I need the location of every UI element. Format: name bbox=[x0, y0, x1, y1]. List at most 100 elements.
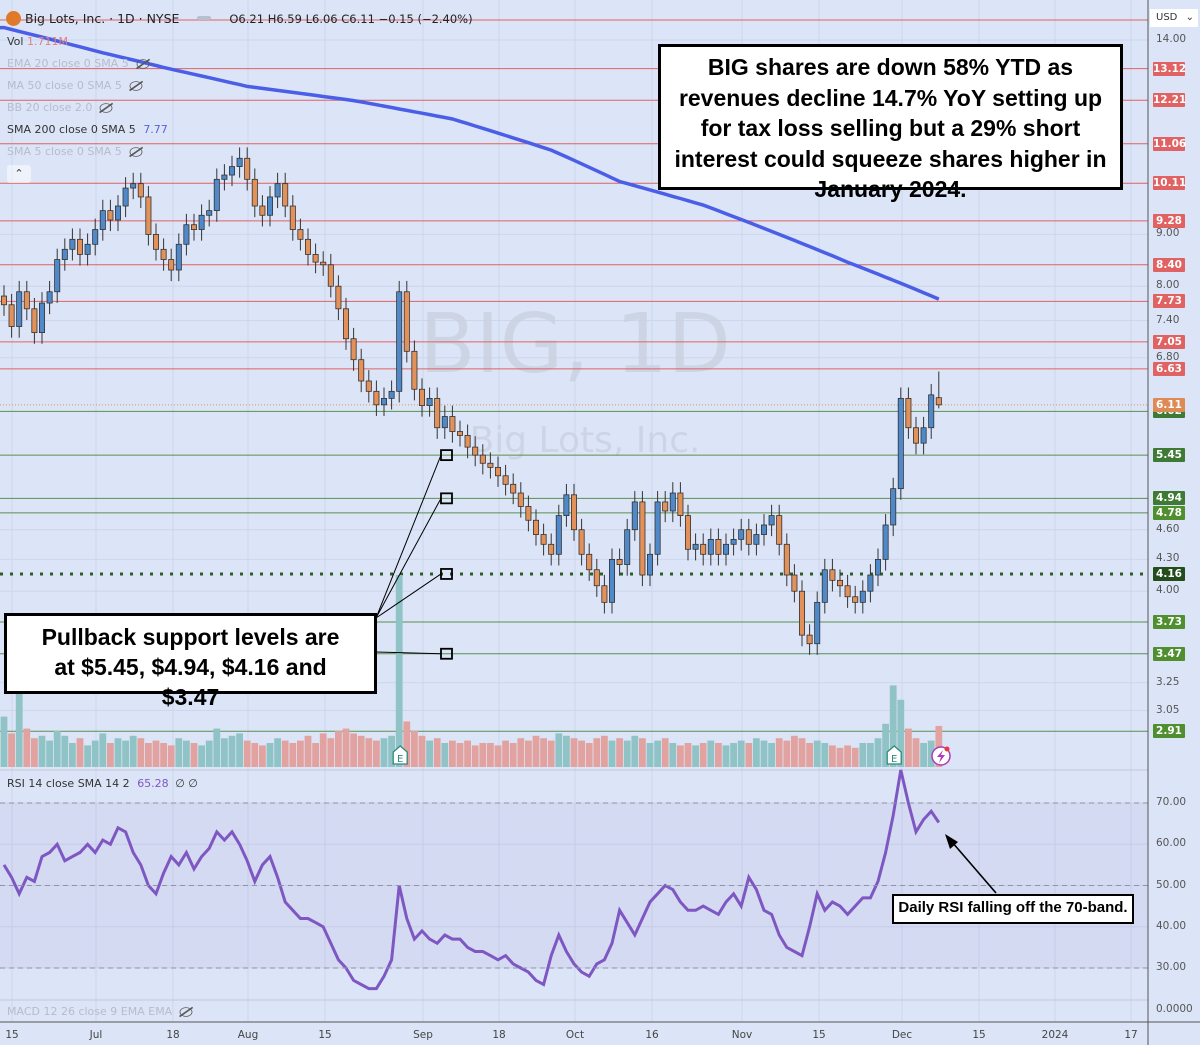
support-price-tag: 4.94 bbox=[1153, 491, 1185, 506]
candle-body bbox=[236, 157, 243, 167]
volume-bar bbox=[532, 735, 540, 767]
legend-sma5[interactable]: SMA 5 close 0 SMA 5 bbox=[7, 145, 144, 158]
time-tick-label: Aug bbox=[237, 1029, 259, 1041]
rsi-tick-label: 60.00 bbox=[1156, 837, 1187, 850]
lightning-icon[interactable] bbox=[931, 746, 951, 766]
candle-body bbox=[274, 183, 281, 198]
support-price-tag: 3.47 bbox=[1153, 646, 1185, 661]
candle-body bbox=[920, 427, 927, 444]
legend-macd[interactable]: MACD 12 26 close 9 EMA EMA bbox=[7, 1005, 194, 1018]
time-tick-label: 18 bbox=[492, 1029, 506, 1041]
candle-body bbox=[0, 295, 7, 306]
leader-line bbox=[375, 573, 442, 619]
candles bbox=[0, 147, 942, 655]
legend-ema20[interactable]: EMA 20 close 0 SMA 5 bbox=[7, 57, 151, 70]
candle-body bbox=[434, 397, 441, 429]
candle-body bbox=[327, 264, 334, 287]
volume-bar bbox=[563, 735, 570, 767]
volume-bar bbox=[585, 743, 593, 767]
volume-bar bbox=[745, 743, 753, 767]
candle-body bbox=[905, 397, 912, 429]
candle-body bbox=[175, 243, 182, 271]
candle-body bbox=[206, 210, 213, 216]
volume-bar bbox=[509, 743, 517, 767]
hidden-eye-icon[interactable] bbox=[179, 1007, 193, 1017]
currency-select[interactable]: USD ⌄ bbox=[1150, 9, 1198, 27]
hidden-eye-icon[interactable] bbox=[100, 103, 113, 113]
support-price-tag: 4.78 bbox=[1153, 505, 1185, 520]
hidden-eye-icon[interactable] bbox=[129, 81, 143, 91]
legend-rsi[interactable]: RSI 14 close SMA 14 2 65.28 ∅ ∅ bbox=[7, 777, 198, 790]
volume-bar bbox=[76, 738, 84, 767]
time-tick-label: 15 bbox=[812, 1029, 826, 1041]
volume-bar bbox=[646, 743, 654, 767]
candle-body bbox=[244, 157, 251, 180]
symbol-header[interactable]: Big Lots, Inc. · 1D · NYSE O6.21 H6.59 L… bbox=[6, 11, 473, 26]
candle-body bbox=[464, 434, 471, 448]
candle-body bbox=[69, 238, 76, 250]
volume-bar bbox=[525, 740, 532, 767]
candle-body bbox=[753, 534, 760, 545]
support-marker-square bbox=[440, 492, 453, 505]
candle-body bbox=[517, 492, 524, 507]
candle-body bbox=[578, 529, 585, 555]
candle-body bbox=[297, 229, 304, 240]
candle-body bbox=[533, 519, 540, 535]
candle-body bbox=[502, 475, 509, 485]
volume-bar bbox=[243, 740, 251, 767]
rsi-extra: ∅ ∅ bbox=[175, 777, 198, 790]
legend-volume[interactable]: Vol 1.711M bbox=[7, 35, 68, 48]
time-tick-label: 2024 bbox=[1041, 1029, 1069, 1041]
candle-body bbox=[115, 205, 122, 221]
volume-bar bbox=[798, 738, 806, 767]
hidden-eye-icon[interactable] bbox=[129, 147, 143, 157]
macd-label: MACD 12 26 close 9 EMA EMA bbox=[7, 1005, 173, 1018]
menu-icon[interactable] bbox=[197, 16, 212, 20]
leader-line bbox=[375, 498, 442, 619]
volume-bar bbox=[616, 738, 623, 767]
volume-bar bbox=[312, 743, 319, 767]
candle-body bbox=[647, 553, 654, 576]
resistance-price-tag: 7.73 bbox=[1153, 294, 1185, 309]
volume-bar bbox=[190, 743, 198, 767]
volume-bar bbox=[167, 745, 175, 767]
candle-body bbox=[776, 515, 783, 545]
volume-bar bbox=[859, 743, 867, 767]
candle-body bbox=[221, 174, 228, 180]
watermark: BIG, 1D Big Lots, Inc. bbox=[419, 297, 730, 461]
time-tick-label: 15 bbox=[318, 1029, 332, 1041]
volume-bar bbox=[874, 738, 882, 767]
rsi-tick-label: 30.00 bbox=[1156, 961, 1187, 973]
legend-sma200[interactable]: SMA 200 close 0 SMA 5 7.77 bbox=[7, 123, 168, 136]
volume-bar bbox=[0, 716, 8, 767]
volume-bar bbox=[289, 743, 297, 767]
legend-ma50[interactable]: MA 50 close 0 SMA 5 bbox=[7, 79, 144, 92]
candle-body bbox=[130, 183, 137, 189]
candle-body bbox=[92, 229, 99, 245]
volume-bar bbox=[760, 740, 768, 767]
resistance-price-tag: 11.06 bbox=[1153, 136, 1187, 151]
volume-bar bbox=[175, 738, 183, 767]
legend-bb[interactable]: BB 20 close 2.0 bbox=[7, 101, 114, 114]
volume-bar bbox=[677, 745, 684, 767]
collapse-legend-button[interactable]: ⌃ bbox=[7, 165, 31, 183]
volume-bar bbox=[783, 740, 791, 767]
candle-body bbox=[190, 224, 197, 230]
candle-body bbox=[601, 585, 608, 603]
volume-bar bbox=[357, 735, 365, 767]
candle-body bbox=[555, 515, 562, 555]
volume-bar bbox=[426, 740, 433, 767]
volume-bar bbox=[631, 735, 639, 767]
ema20-label: EMA 20 close 0 SMA 5 bbox=[7, 57, 129, 70]
candle-body bbox=[791, 574, 798, 592]
volume-bar bbox=[471, 745, 479, 767]
volume-bar bbox=[578, 740, 585, 767]
candle-body bbox=[213, 178, 220, 212]
volume-bar bbox=[449, 740, 456, 767]
current-price-tag: 6.11 bbox=[1153, 397, 1185, 412]
resistance-price-tag: 13.12 bbox=[1153, 61, 1187, 76]
volume-bar bbox=[867, 743, 874, 767]
volume-bar bbox=[403, 721, 411, 767]
hidden-eye-icon[interactable] bbox=[136, 59, 150, 69]
